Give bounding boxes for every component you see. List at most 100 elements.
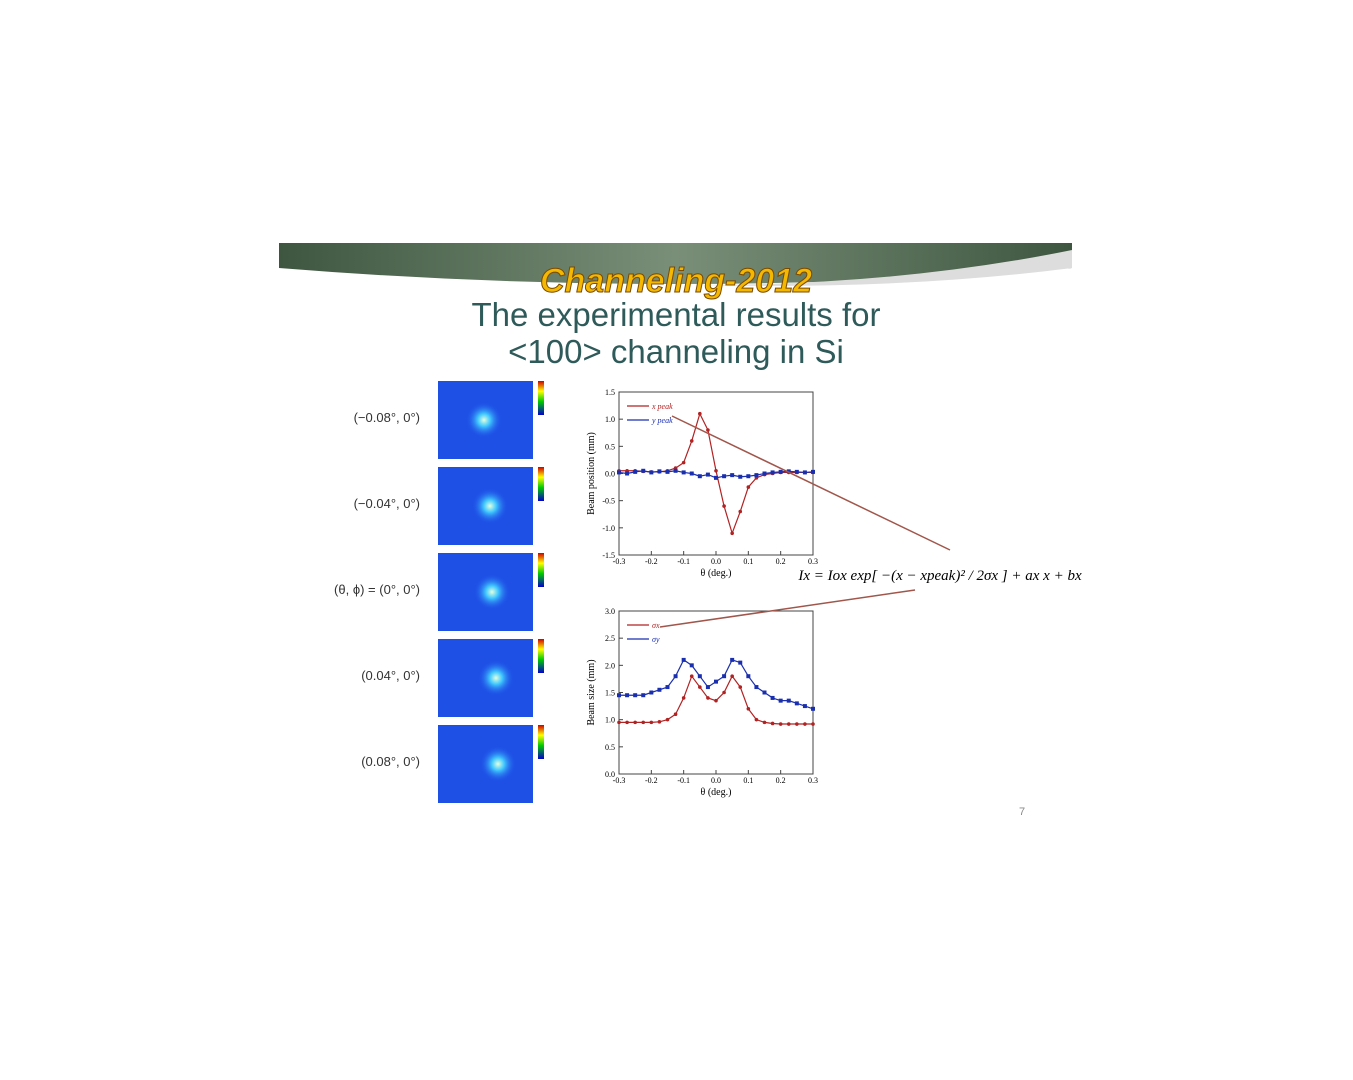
marker <box>795 722 799 726</box>
marker <box>681 470 686 475</box>
marker <box>746 485 751 489</box>
banner-text: Channeling-2012 <box>540 262 812 300</box>
beam-spot <box>480 746 516 782</box>
marker <box>722 674 727 679</box>
title-line: The experimental results for <box>471 296 880 333</box>
marker <box>625 693 630 698</box>
marker <box>802 470 807 475</box>
marker <box>770 470 775 475</box>
marker <box>657 720 662 724</box>
beam-spot <box>466 402 502 438</box>
marker <box>705 685 710 690</box>
marker <box>698 411 702 416</box>
marker <box>722 504 726 508</box>
marker <box>665 717 670 722</box>
y-tick-label: 1.0 <box>605 415 615 424</box>
x-axis-label: θ (deg.) <box>701 568 732 579</box>
marker <box>673 712 678 717</box>
x-tick-label: -0.2 <box>645 557 658 566</box>
marker <box>778 722 783 726</box>
x-tick-label: -0.3 <box>613 557 626 566</box>
marker <box>698 685 702 689</box>
marker <box>617 693 621 698</box>
y-tick-label: 2.0 <box>605 661 615 670</box>
marker <box>811 722 815 726</box>
marker <box>738 685 743 689</box>
marker <box>722 474 727 479</box>
colorbar <box>538 381 544 415</box>
marker <box>697 674 702 679</box>
panel-label: (−0.08°, 0°) <box>354 410 420 425</box>
marker <box>706 428 710 432</box>
marker <box>762 471 767 476</box>
panel-label: (0.04°, 0°) <box>361 668 420 683</box>
y-tick-label: 0.5 <box>605 442 615 451</box>
marker <box>649 470 654 475</box>
y-tick-label: 2.5 <box>605 634 615 643</box>
marker <box>665 469 670 474</box>
legend-label: x peak <box>651 402 673 411</box>
x-tick-label: 0.1 <box>743 557 753 566</box>
marker <box>754 685 759 690</box>
marker <box>730 657 735 662</box>
panel-label: (0.08°, 0°) <box>361 754 420 769</box>
marker <box>705 472 710 477</box>
marker <box>706 696 710 700</box>
y-tick-label: 1.0 <box>605 716 615 725</box>
plot-frame <box>618 391 814 556</box>
marker <box>714 468 718 473</box>
marker <box>673 674 678 679</box>
x-tick-label: -0.3 <box>613 776 626 785</box>
x-tick-label: -0.2 <box>645 776 658 785</box>
marker <box>681 696 686 700</box>
marker <box>641 720 646 725</box>
marker <box>746 707 751 711</box>
marker <box>649 690 654 695</box>
marker <box>625 720 629 725</box>
x-tick-label: 0.3 <box>808 776 818 785</box>
marker <box>738 509 743 514</box>
marker <box>625 471 630 476</box>
arrow <box>671 415 951 551</box>
marker <box>778 698 783 703</box>
panel-label: (−0.04°, 0°) <box>354 496 420 511</box>
y-tick-label: 1.5 <box>605 689 615 698</box>
y-tick-label: -1.5 <box>602 551 615 560</box>
banner-swoosh <box>700 250 1072 286</box>
y-axis-label: Beam position (mm) <box>586 432 597 515</box>
marker <box>794 469 799 474</box>
marker <box>681 460 686 465</box>
marker <box>689 439 694 443</box>
marker <box>681 657 686 662</box>
marker <box>673 468 678 473</box>
marker <box>762 720 767 725</box>
x-tick-label: -0.1 <box>677 776 690 785</box>
legend-label: σx <box>652 621 660 630</box>
marker <box>730 674 734 678</box>
y-tick-label: 0.0 <box>605 470 615 479</box>
marker <box>762 690 767 695</box>
marker <box>689 663 694 668</box>
marker <box>770 695 775 700</box>
beam-spot <box>474 574 510 610</box>
marker <box>802 704 807 709</box>
marker <box>746 674 751 679</box>
y-tick-label: 0.5 <box>605 743 615 752</box>
marker <box>738 660 743 665</box>
x-tick-label: 0.3 <box>808 557 818 566</box>
marker <box>754 473 759 478</box>
x-tick-label: 0.2 <box>776 557 786 566</box>
marker <box>697 474 702 479</box>
beam-spot <box>472 488 508 524</box>
y-tick-label: 3.0 <box>605 607 615 616</box>
marker <box>811 469 815 474</box>
marker <box>689 674 694 678</box>
x-axis-label: θ (deg.) <box>701 787 732 798</box>
marker <box>689 471 694 476</box>
marker <box>786 469 791 474</box>
plot-frame <box>618 610 814 775</box>
marker <box>633 720 637 725</box>
marker <box>770 721 775 726</box>
marker <box>786 722 791 726</box>
marker <box>811 706 815 711</box>
